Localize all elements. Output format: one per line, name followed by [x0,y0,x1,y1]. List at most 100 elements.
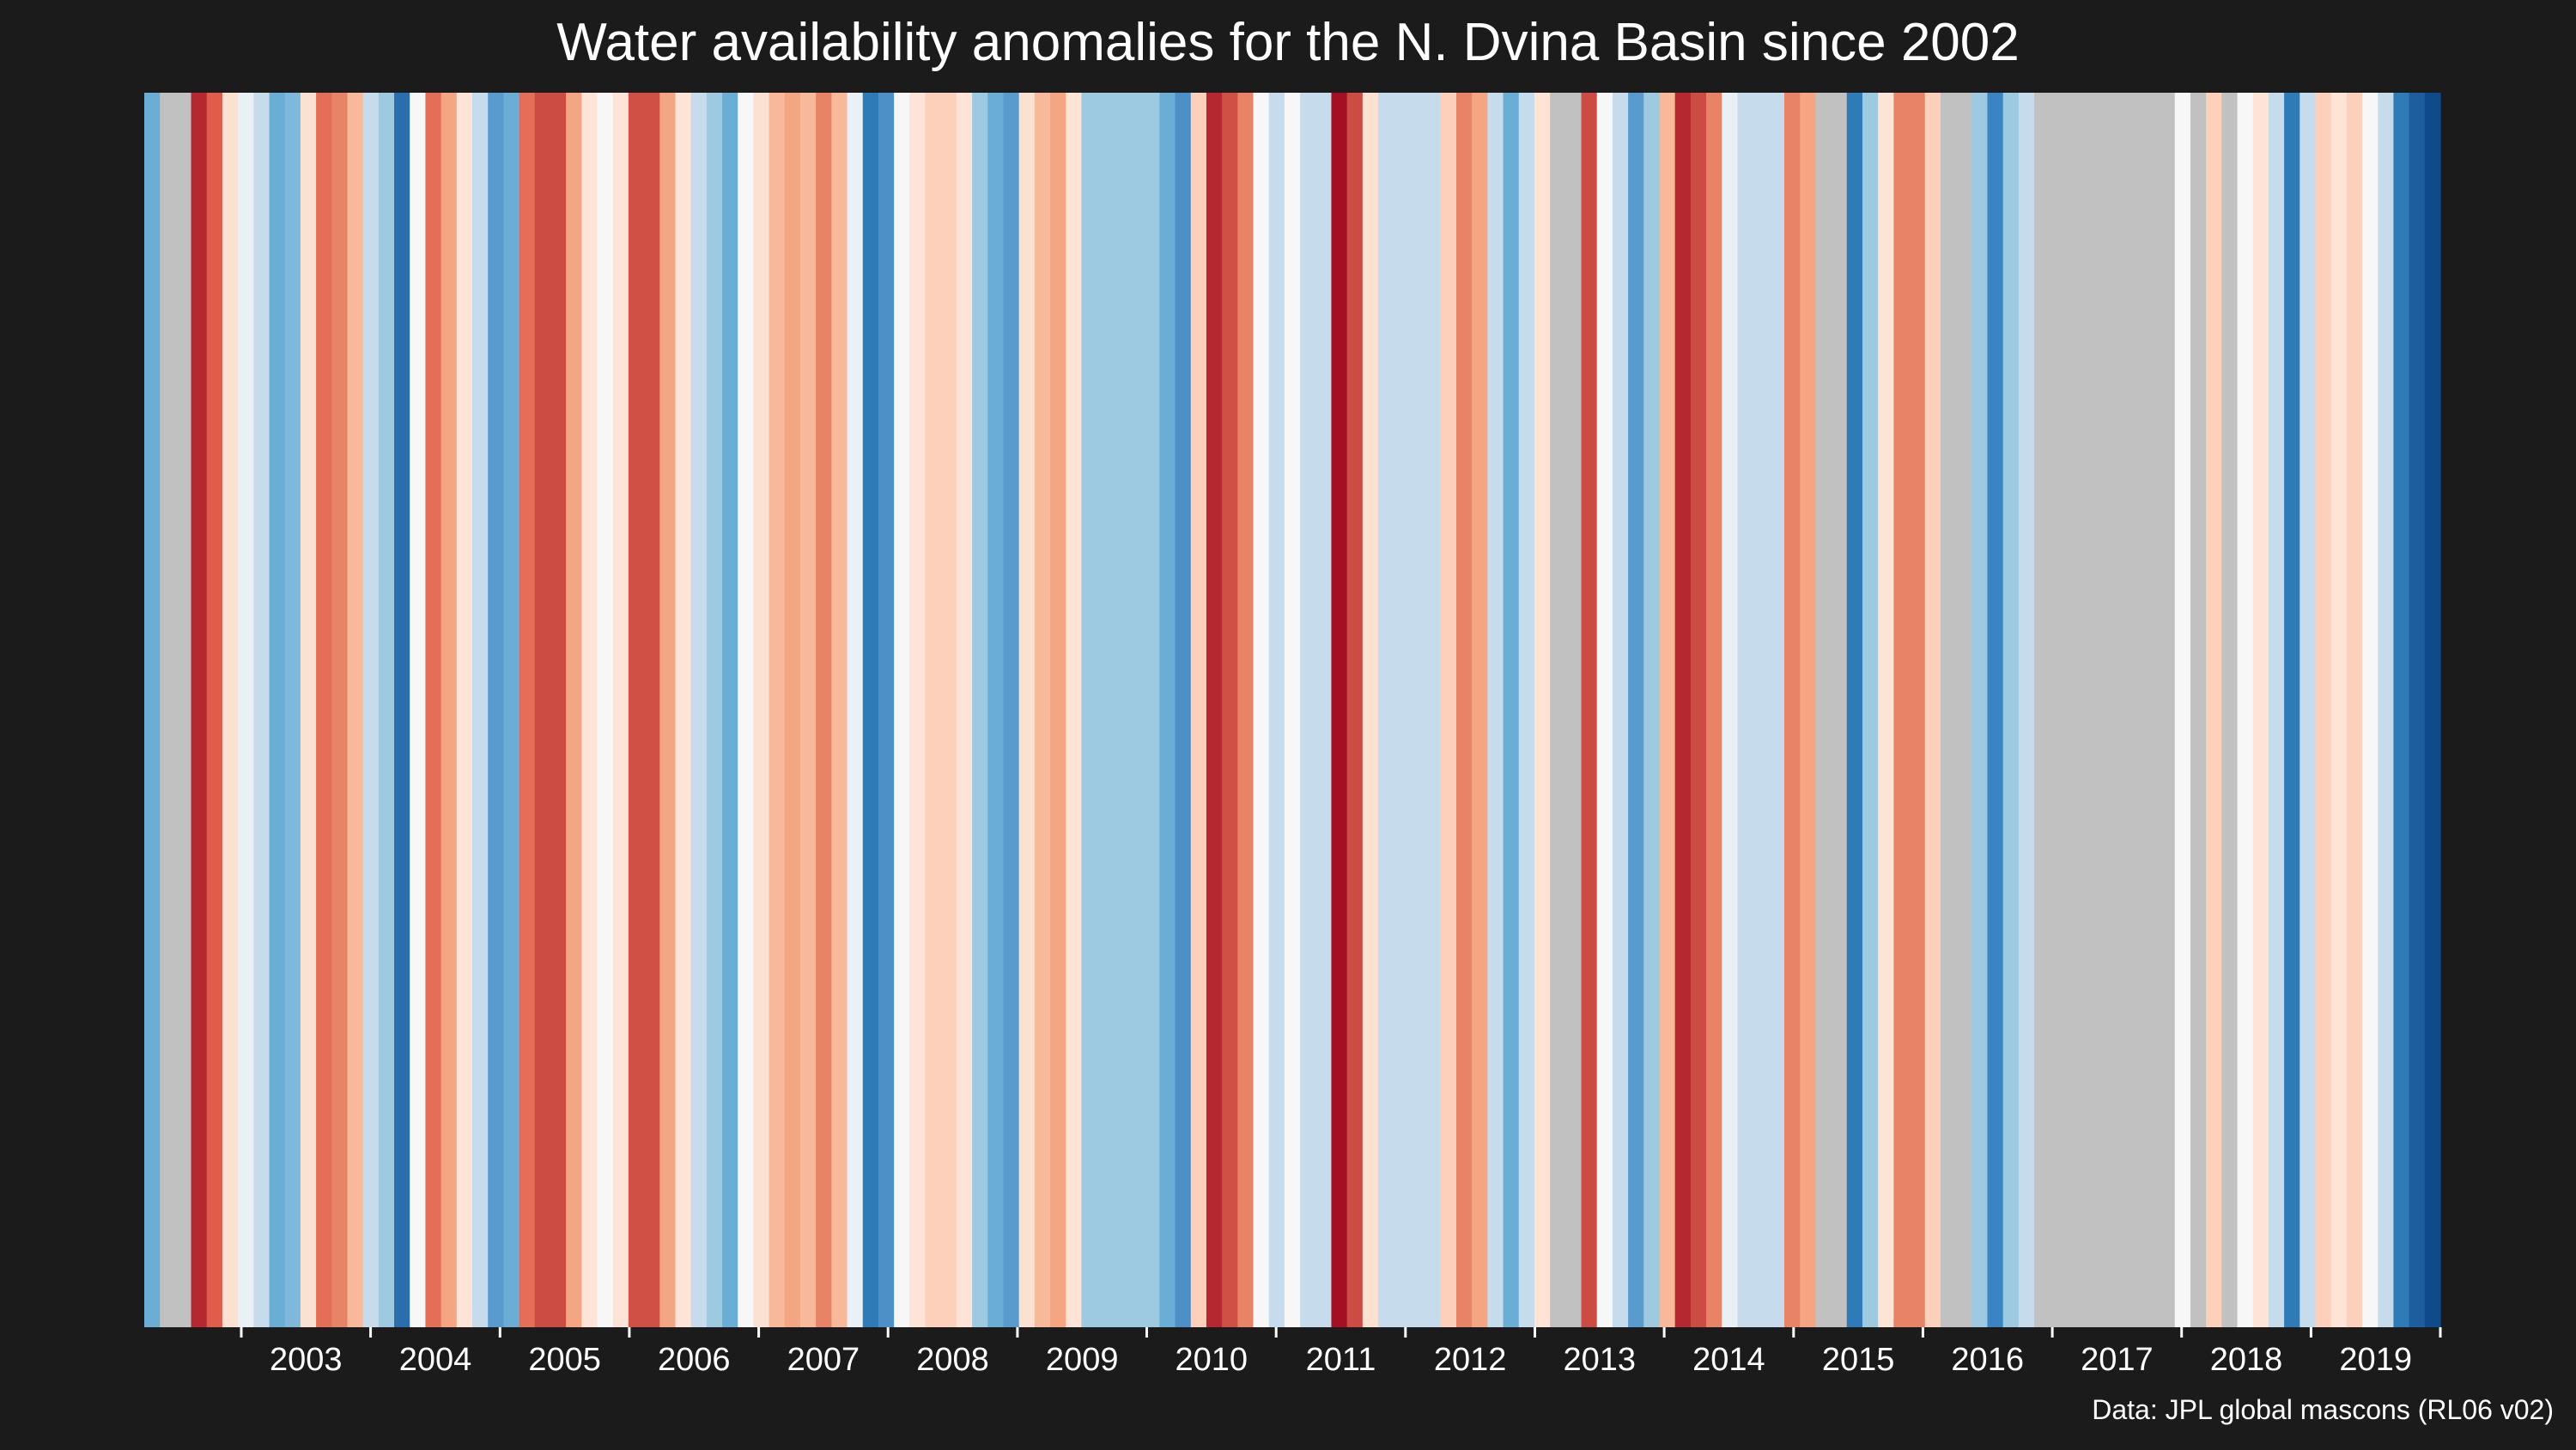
stripe [550,93,567,1327]
stripe [2330,93,2348,1327]
x-tick-label: 2015 [1822,1342,1895,1378]
stripe [1643,93,1661,1327]
stripe [1034,93,1051,1327]
stripe [1784,93,1801,1327]
stripe [238,93,254,1327]
stripe [2252,93,2269,1327]
x-axis: 2003 2004 2005 2006 2007 2008 2009 2010 2011 2012… [240,1327,2442,1378]
stripe [1596,93,1613,1327]
x-tick-label: 2012 [1434,1342,1507,1378]
stripe [472,93,489,1327]
stripe [956,93,973,1327]
stripe [1722,93,1739,1327]
stripe [331,93,349,1327]
stripe [1612,93,1629,1327]
stripe [612,93,629,1327]
stripe [1050,93,1066,1327]
stripe [738,93,755,1327]
stripe [784,93,801,1327]
stripe [347,93,364,1327]
stripe [2002,93,2020,1327]
stripe [300,93,317,1327]
x-tick-label: 2005 [528,1342,601,1378]
stripe [1440,93,1457,1327]
stripe [222,93,239,1327]
x-tick-label: 2014 [1692,1342,1765,1378]
stripe [894,93,910,1327]
stripe [1300,93,1316,1327]
stripe [2268,93,2285,1327]
stripe [722,93,738,1327]
stripe [1237,93,1255,1327]
stripe [1456,93,1473,1327]
x-tick-label: 2006 [658,1342,731,1378]
stripe [2284,93,2300,1327]
stripe [362,93,380,1327]
stripe [2393,93,2410,1327]
stripe [940,93,957,1327]
x-tick-label: 2017 [2081,1342,2154,1378]
x-tick-label: 2003 [270,1342,343,1378]
stripe [2237,93,2254,1327]
stripe [847,93,864,1327]
stripe [519,93,536,1327]
stripe [1706,93,1722,1327]
stripe [1487,93,1504,1327]
stripe [2159,93,2176,1327]
stripe [566,93,582,1327]
stripe [690,93,708,1327]
stripe [1534,93,1551,1327]
x-tick-label: 2013 [1564,1342,1637,1378]
stripe [2065,93,2082,1327]
stripe [1081,93,1098,1327]
stripe [1175,93,1192,1327]
chart-title: Water availability anomalies for the N. … [556,13,2020,72]
stripe [831,93,848,1327]
stripe [2112,93,2129,1327]
stripe [1206,93,1223,1327]
stripe [2346,93,2363,1327]
stripe [1674,93,1692,1327]
stripe [144,93,161,1327]
stripe [1518,93,1535,1327]
stripe [1565,93,1583,1327]
stripe [1690,93,1707,1327]
stripe [1346,93,1364,1327]
stripe [1831,93,1848,1327]
stripe [878,93,895,1327]
stripe [316,93,332,1327]
stripe [1737,93,1754,1327]
stripe [581,93,598,1327]
stripe [1753,93,1770,1327]
x-tick-label: 2016 [1951,1342,2024,1378]
stripe [1253,93,1270,1327]
stripe [1190,93,1207,1327]
stripe [2096,93,2113,1327]
stripe [2315,93,2332,1327]
stripe [440,93,458,1327]
stripe [1112,93,1129,1327]
stripe [160,93,176,1327]
stripe [2424,93,2441,1327]
stripe [269,93,286,1327]
stripe [503,93,520,1327]
stripe [1971,93,1989,1327]
stripes-group [144,93,2441,1327]
stripe [206,93,223,1327]
stripe [1315,93,1333,1327]
stripe [1409,93,1426,1327]
stripe [425,93,442,1327]
stripe [2206,93,2222,1327]
stripe [1940,93,1957,1327]
stripe [628,93,645,1327]
stripe [706,93,723,1327]
stripe [1159,93,1176,1327]
stripe [1003,93,1020,1327]
stripe [2018,93,2035,1327]
stripe [1581,93,1598,1327]
stripe [378,93,395,1327]
stripe [1066,93,1083,1327]
stripe [284,93,301,1327]
stripe [2409,93,2426,1327]
